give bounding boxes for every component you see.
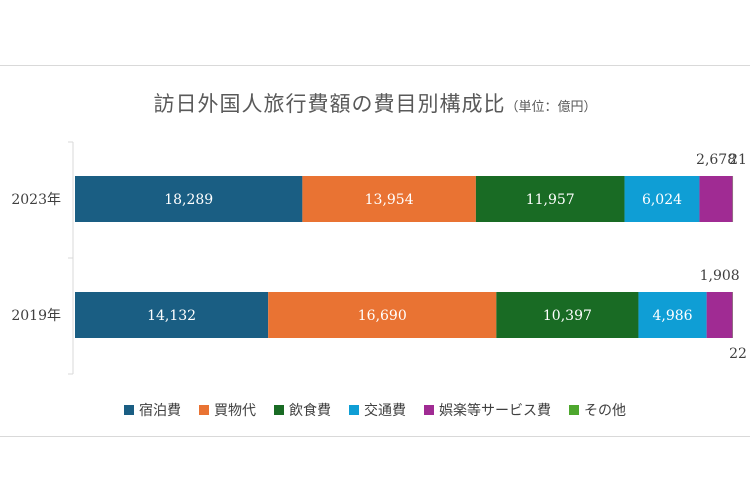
- data-label: 21: [729, 152, 747, 168]
- legend-item: 飲食費: [274, 400, 331, 420]
- legend-item: 娯楽等サービス費: [424, 400, 551, 420]
- top-divider: [0, 65, 750, 66]
- category-label: 2019年: [11, 308, 61, 324]
- data-label: 14,132: [147, 308, 196, 324]
- bottom-divider: [0, 436, 750, 437]
- data-label: 10,397: [543, 308, 592, 324]
- legend-swatch: [124, 405, 134, 415]
- bar-segment: [75, 176, 303, 222]
- bar-segment: [706, 292, 733, 338]
- data-label: 18,289: [164, 192, 213, 208]
- legend-item: 買物代: [199, 400, 256, 420]
- chart-unit-note: （単位：億円）: [505, 100, 597, 115]
- bar-segment: [475, 176, 625, 222]
- data-label: 6,024: [642, 192, 682, 208]
- data-label: 16,690: [358, 308, 407, 324]
- bar-segment: [638, 292, 707, 338]
- data-label: 2,678: [696, 152, 736, 168]
- data-label: 11,957: [526, 192, 575, 208]
- legend-label: 買物代: [214, 403, 256, 419]
- chart-title: 訪日外国人旅行費額の費目別構成比（単位：億円）: [0, 88, 750, 118]
- legend-swatch: [349, 405, 359, 415]
- chart-title-main: 訪日外国人旅行費額の費目別構成比: [153, 92, 506, 116]
- bar-segment: [268, 292, 497, 338]
- legend-item: 宿泊費: [124, 400, 181, 420]
- legend-label: 交通費: [364, 403, 406, 419]
- data-label: 13,954: [365, 192, 414, 208]
- legend-swatch: [199, 405, 209, 415]
- bar-segment: [302, 176, 476, 222]
- legend-item: その他: [569, 400, 626, 420]
- bar-segment: [496, 292, 639, 338]
- legend-label: 飲食費: [289, 403, 331, 419]
- bar-segment: [75, 292, 269, 338]
- legend-swatch: [274, 405, 284, 415]
- bar-segment: [699, 176, 733, 222]
- legend-item: 交通費: [349, 400, 406, 420]
- data-label: 1,908: [700, 268, 740, 284]
- legend-label: 娯楽等サービス費: [439, 403, 551, 419]
- legend-swatch: [424, 405, 434, 415]
- legend-label: その他: [584, 403, 626, 419]
- data-label: 22: [729, 346, 747, 362]
- legend-label: 宿泊費: [139, 403, 181, 419]
- category-label: 2023年: [11, 192, 61, 208]
- data-label: 4,986: [652, 308, 692, 324]
- legend: 宿泊費 買物代 飲食費 交通費 娯楽等サービス費 その他: [0, 400, 750, 420]
- legend-swatch: [569, 405, 579, 415]
- bar-segment: [624, 176, 700, 222]
